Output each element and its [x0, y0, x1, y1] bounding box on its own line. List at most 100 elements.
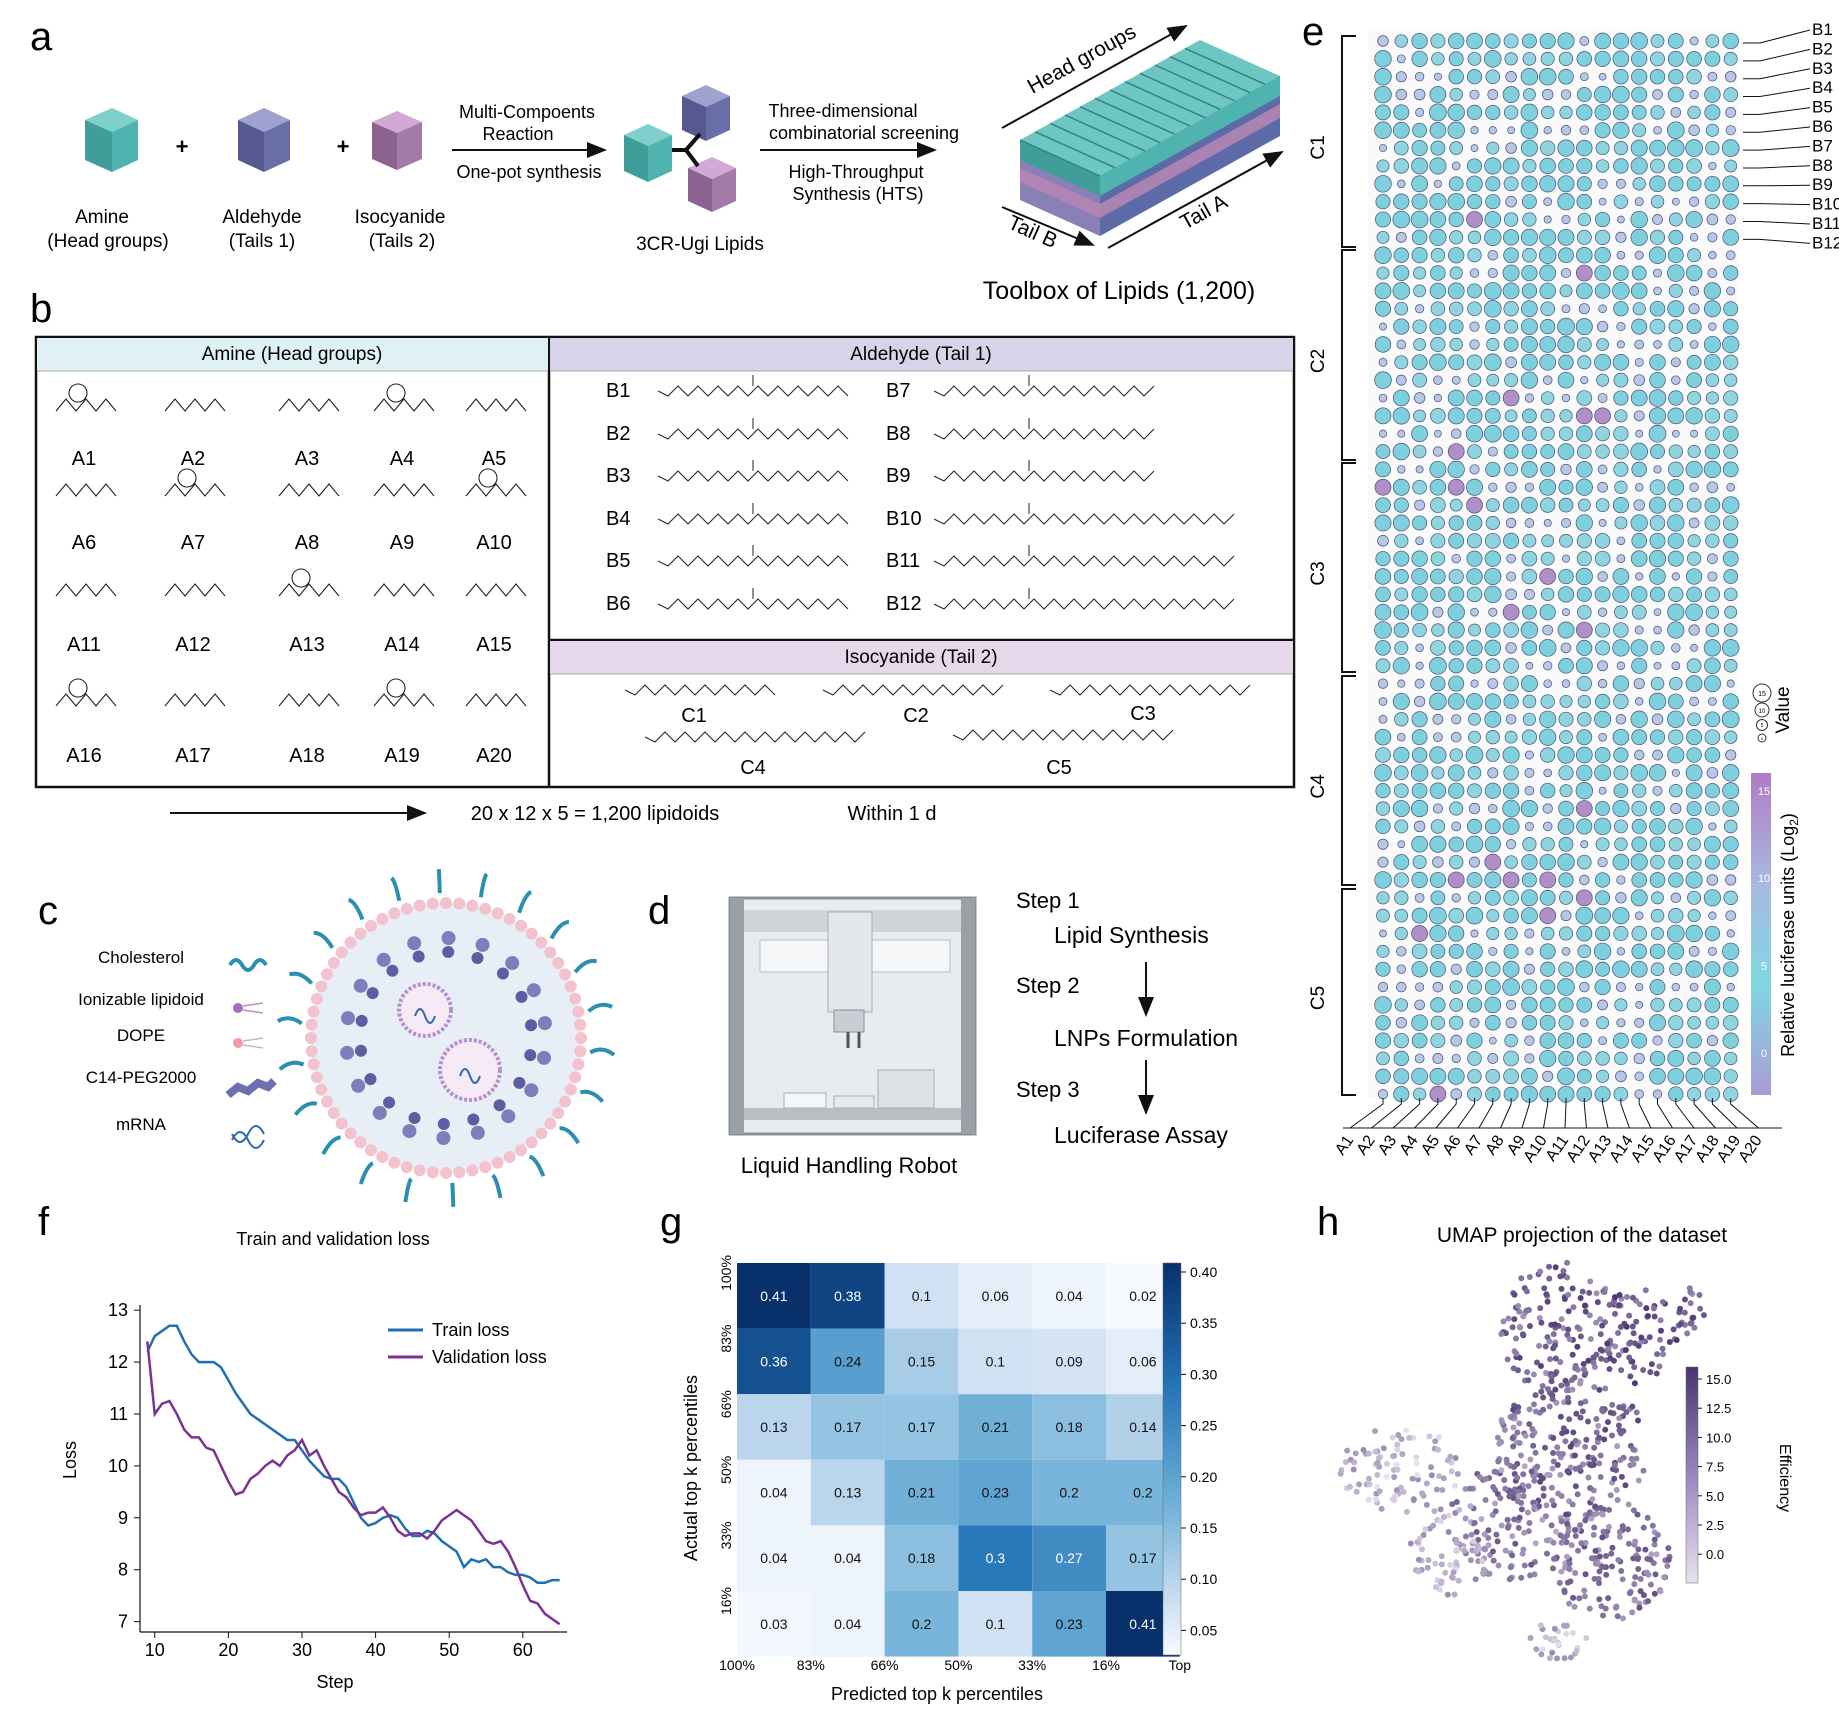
bubble	[1667, 478, 1685, 496]
lipid-head	[535, 1127, 548, 1140]
bubble	[1686, 801, 1702, 817]
bubble	[1466, 1032, 1483, 1049]
legend-label: Train loss	[432, 1320, 509, 1340]
bubble	[1521, 426, 1537, 442]
bubble	[1523, 88, 1536, 101]
umap-point	[1599, 1563, 1606, 1570]
umap-point	[1656, 1336, 1663, 1343]
bubble	[1375, 461, 1391, 478]
amine-column-label: A20	[1736, 1132, 1766, 1165]
bubble	[1613, 443, 1629, 460]
bubble	[1722, 550, 1739, 567]
peg-lipid	[402, 1124, 417, 1139]
bubble	[1392, 657, 1410, 675]
bubble	[1668, 1033, 1684, 1049]
bubble	[1633, 374, 1645, 386]
umap-point	[1548, 1484, 1555, 1491]
bubble	[1487, 1053, 1499, 1064]
colorbar-tick: 5	[1761, 961, 1767, 973]
bubble	[1613, 819, 1628, 834]
bubble	[1505, 588, 1517, 601]
bubble	[1521, 979, 1538, 995]
umap-point	[1485, 1542, 1492, 1549]
aldehyde-row-label: B10	[1812, 195, 1839, 214]
umap-point	[1431, 1508, 1438, 1515]
bubble	[1524, 785, 1535, 796]
umap-point	[1540, 1492, 1547, 1499]
umap-point	[1447, 1453, 1454, 1460]
row-connector	[1743, 48, 1811, 62]
bubble	[1635, 429, 1644, 438]
umap-point	[1496, 1440, 1503, 1447]
bubble	[1597, 678, 1608, 689]
umap-point	[1597, 1452, 1604, 1459]
umap-point	[1475, 1536, 1482, 1543]
umap-point	[1548, 1390, 1555, 1397]
bubble	[1613, 925, 1629, 942]
bubble	[1377, 1089, 1389, 1100]
bubble	[1630, 639, 1648, 657]
umap-point	[1636, 1604, 1643, 1611]
bubble	[1392, 478, 1410, 496]
umap-point	[1584, 1418, 1591, 1425]
amine-column-label: A4	[1397, 1132, 1422, 1158]
bubble	[1415, 536, 1424, 546]
bubble	[1631, 836, 1647, 853]
umap-point	[1536, 1342, 1543, 1349]
bubble	[1379, 322, 1387, 331]
bubble	[1393, 550, 1410, 567]
bubble	[1615, 1070, 1627, 1083]
bubble	[1704, 50, 1721, 67]
bubble	[1575, 960, 1594, 978]
bubble	[1686, 319, 1702, 335]
amine-structure	[278, 583, 340, 597]
bubble	[1451, 821, 1462, 832]
bubble	[1448, 943, 1464, 959]
umap-point	[1375, 1454, 1382, 1461]
bubble	[1721, 639, 1740, 657]
umap-point	[1544, 1471, 1551, 1478]
bubble	[1484, 353, 1502, 372]
bubble	[1524, 928, 1535, 939]
umap-point	[1555, 1490, 1562, 1497]
umap-point	[1566, 1416, 1573, 1423]
bubble	[1447, 407, 1465, 425]
bubble	[1520, 121, 1539, 140]
cell-value: 0.17	[834, 1419, 861, 1435]
umap-point	[1538, 1319, 1545, 1326]
umap-point	[1618, 1567, 1625, 1574]
umap-point	[1602, 1426, 1609, 1433]
umap-point	[1532, 1408, 1539, 1415]
bubble	[1635, 982, 1644, 992]
umap-point	[1554, 1655, 1561, 1662]
bubble	[1580, 376, 1589, 385]
umap-point	[1654, 1351, 1661, 1358]
umap-point	[1530, 1401, 1537, 1408]
bubble	[1704, 194, 1720, 210]
bubble	[1503, 176, 1519, 192]
umap-point	[1616, 1415, 1623, 1422]
lipid-head	[575, 1032, 587, 1044]
cell-value: 0.13	[834, 1485, 861, 1501]
umap-point	[1582, 1398, 1589, 1405]
umap-point	[1384, 1460, 1391, 1467]
umap-point	[1537, 1472, 1544, 1479]
umap-point	[1569, 1285, 1576, 1292]
umap-point	[1471, 1519, 1478, 1526]
umap-point	[1622, 1482, 1629, 1489]
bubble	[1429, 353, 1447, 371]
bubble	[1465, 835, 1484, 853]
panel-letter-h: h	[1317, 1200, 1339, 1244]
bubble	[1484, 871, 1502, 889]
bubble	[1594, 710, 1612, 728]
umap-point	[1551, 1555, 1558, 1562]
bubble	[1671, 375, 1681, 385]
lipid-head	[564, 980, 577, 993]
umap-point	[1556, 1579, 1563, 1586]
bubble	[1704, 925, 1721, 942]
bubble	[1429, 835, 1447, 853]
bubble	[1433, 179, 1442, 188]
bubble	[1667, 943, 1685, 960]
umap-point	[1568, 1542, 1575, 1549]
